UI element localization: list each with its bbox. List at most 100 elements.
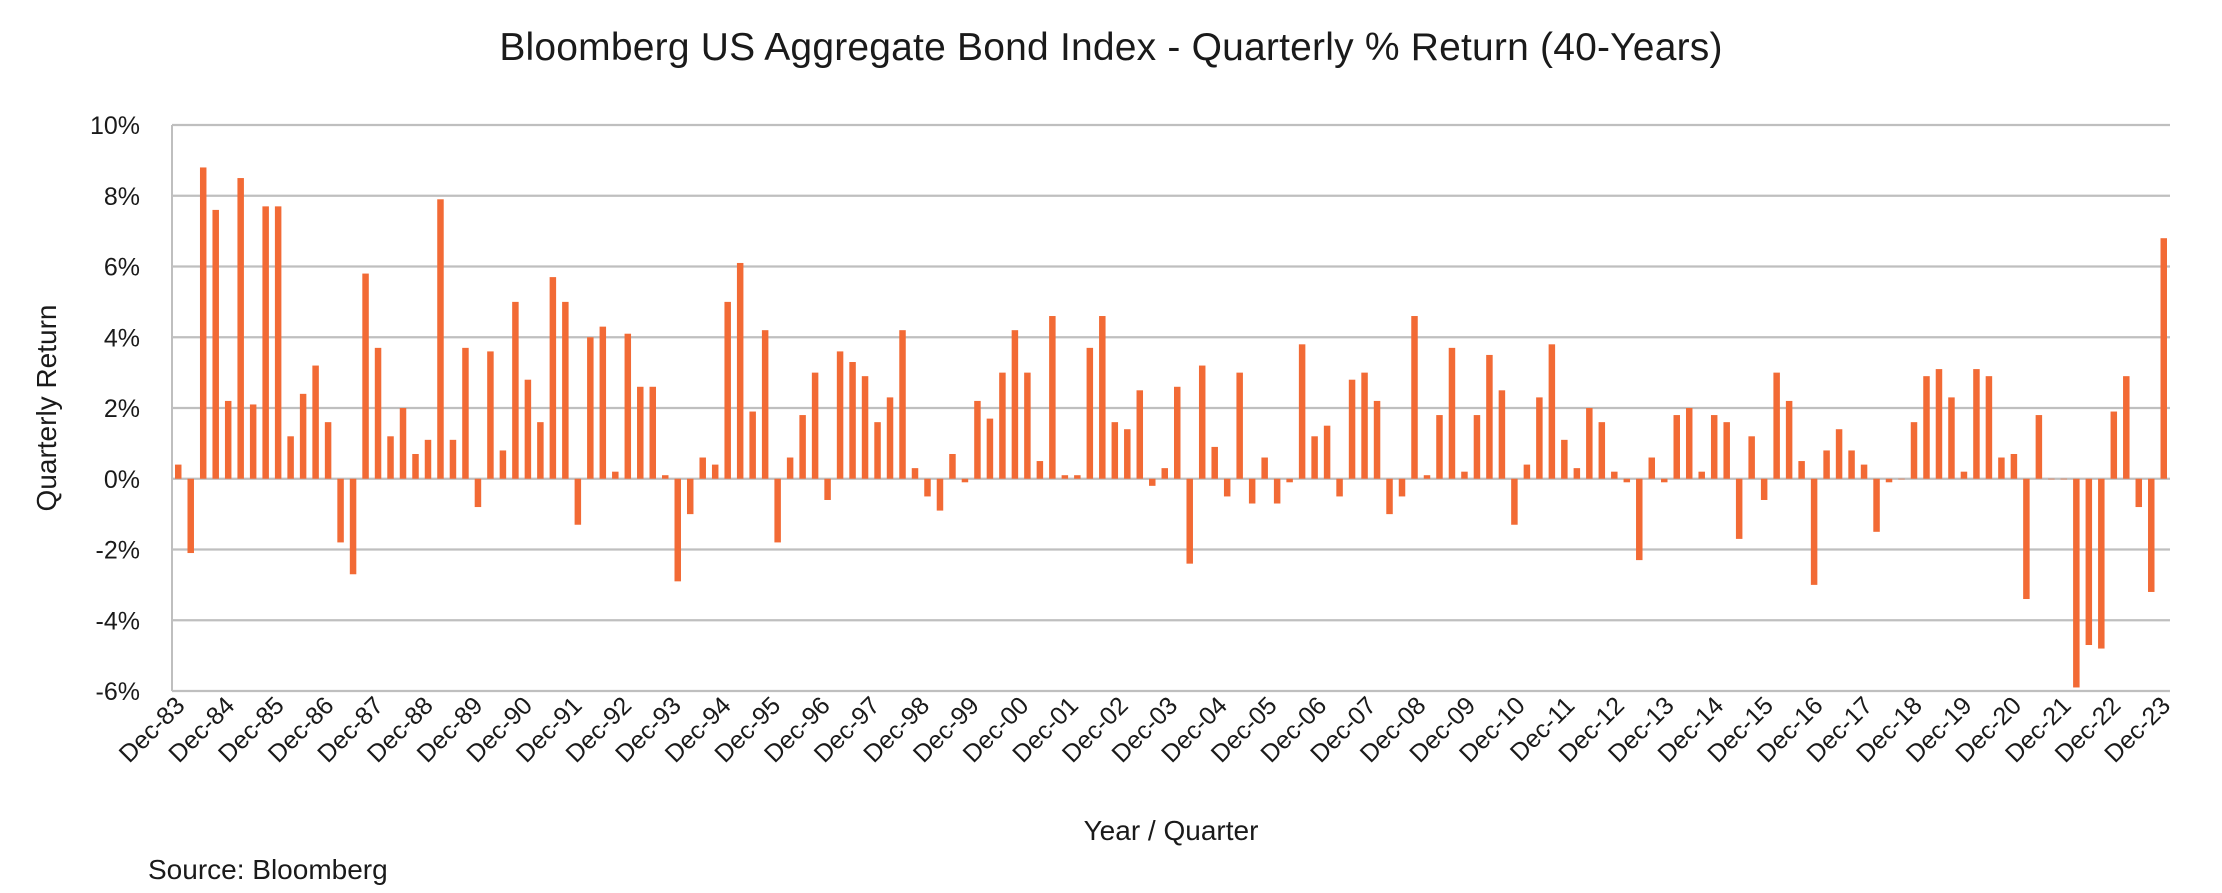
bar (412, 453, 419, 479)
bar (1810, 478, 1818, 585)
y-axis-ticks: 10% 8% 6% 4% 2% 0% -2% -4% -6% (90, 112, 140, 706)
bar (1835, 429, 1843, 479)
bars (175, 167, 2167, 688)
bar (986, 418, 994, 479)
bar (1061, 475, 1069, 479)
bar (811, 372, 819, 479)
bar (1960, 471, 1968, 479)
y-tick-label: -2% (96, 537, 140, 565)
bar (2135, 478, 2143, 508)
bar (1436, 415, 1443, 479)
bar (824, 478, 831, 500)
bar (1124, 429, 1131, 479)
bar (949, 453, 956, 479)
bar (1461, 471, 1468, 479)
bar (2123, 376, 2130, 479)
bar (1311, 436, 1318, 479)
bar (2060, 478, 2068, 480)
bar (1423, 475, 1431, 479)
bar (1523, 464, 1531, 479)
bar (761, 330, 769, 479)
bar (786, 457, 794, 479)
bar (1823, 450, 1830, 479)
bar (1910, 422, 1918, 479)
bar (1323, 425, 1331, 479)
bar (1760, 478, 1768, 500)
bar (274, 206, 282, 479)
bar (487, 351, 494, 479)
bar (624, 333, 632, 479)
bar (1273, 478, 1281, 504)
bar (886, 397, 894, 479)
bar (387, 436, 394, 479)
bar (1011, 330, 1019, 479)
bar (1411, 316, 1418, 479)
bar (1710, 415, 1718, 479)
bar (1898, 478, 1905, 480)
bar (1998, 457, 2005, 479)
bar (2148, 478, 2155, 592)
bar (574, 478, 582, 525)
bar (587, 337, 594, 479)
y-tick-label: -4% (96, 607, 140, 635)
bar (1198, 365, 1206, 479)
bar (1348, 379, 1356, 479)
bar (175, 464, 182, 479)
bar (1586, 408, 1593, 479)
bar (2098, 478, 2105, 649)
bar (1885, 478, 1893, 483)
bar (749, 411, 756, 479)
bar (1723, 422, 1730, 479)
bar (374, 347, 382, 479)
bar (1448, 347, 1456, 479)
bar (324, 422, 332, 479)
bar (2035, 415, 2043, 479)
bar (1611, 471, 1618, 479)
bar (1161, 468, 1168, 479)
bar (1748, 436, 1755, 479)
bar (861, 376, 869, 479)
bar (249, 404, 257, 479)
bar (212, 209, 219, 479)
bar (799, 415, 806, 479)
bar (1248, 478, 1256, 504)
bar (449, 439, 457, 479)
bar (911, 468, 919, 479)
bar (2048, 478, 2055, 480)
bar (2073, 478, 2080, 688)
bar (2085, 478, 2093, 646)
bar (1498, 390, 1506, 479)
bar (1973, 369, 1980, 479)
bar (1049, 316, 1056, 479)
bar (1036, 461, 1044, 479)
bar (699, 457, 706, 479)
bar (1149, 478, 1156, 486)
bar (1636, 478, 1643, 561)
bar (1386, 478, 1393, 515)
bar (524, 379, 532, 479)
y-axis-title: Quarterly Return (31, 305, 62, 512)
bar (362, 273, 369, 479)
bar (686, 478, 694, 515)
bar (612, 471, 619, 479)
gridlines (172, 123, 2170, 693)
bar (1361, 372, 1368, 479)
bar (2023, 478, 2030, 600)
bar (1698, 471, 1705, 479)
bar (1785, 400, 1793, 479)
bar (337, 478, 344, 543)
bar (1486, 354, 1493, 479)
bar (1573, 468, 1581, 479)
bar (1286, 478, 1293, 483)
bar (312, 365, 319, 479)
bar (961, 478, 969, 483)
y-tick-label: 2% (104, 395, 140, 423)
bar (1511, 478, 1518, 525)
bar (349, 478, 357, 575)
bar (1024, 372, 1031, 479)
bar (849, 362, 856, 479)
bar (1473, 415, 1481, 479)
bar (1099, 316, 1106, 479)
bar (1773, 372, 1780, 479)
